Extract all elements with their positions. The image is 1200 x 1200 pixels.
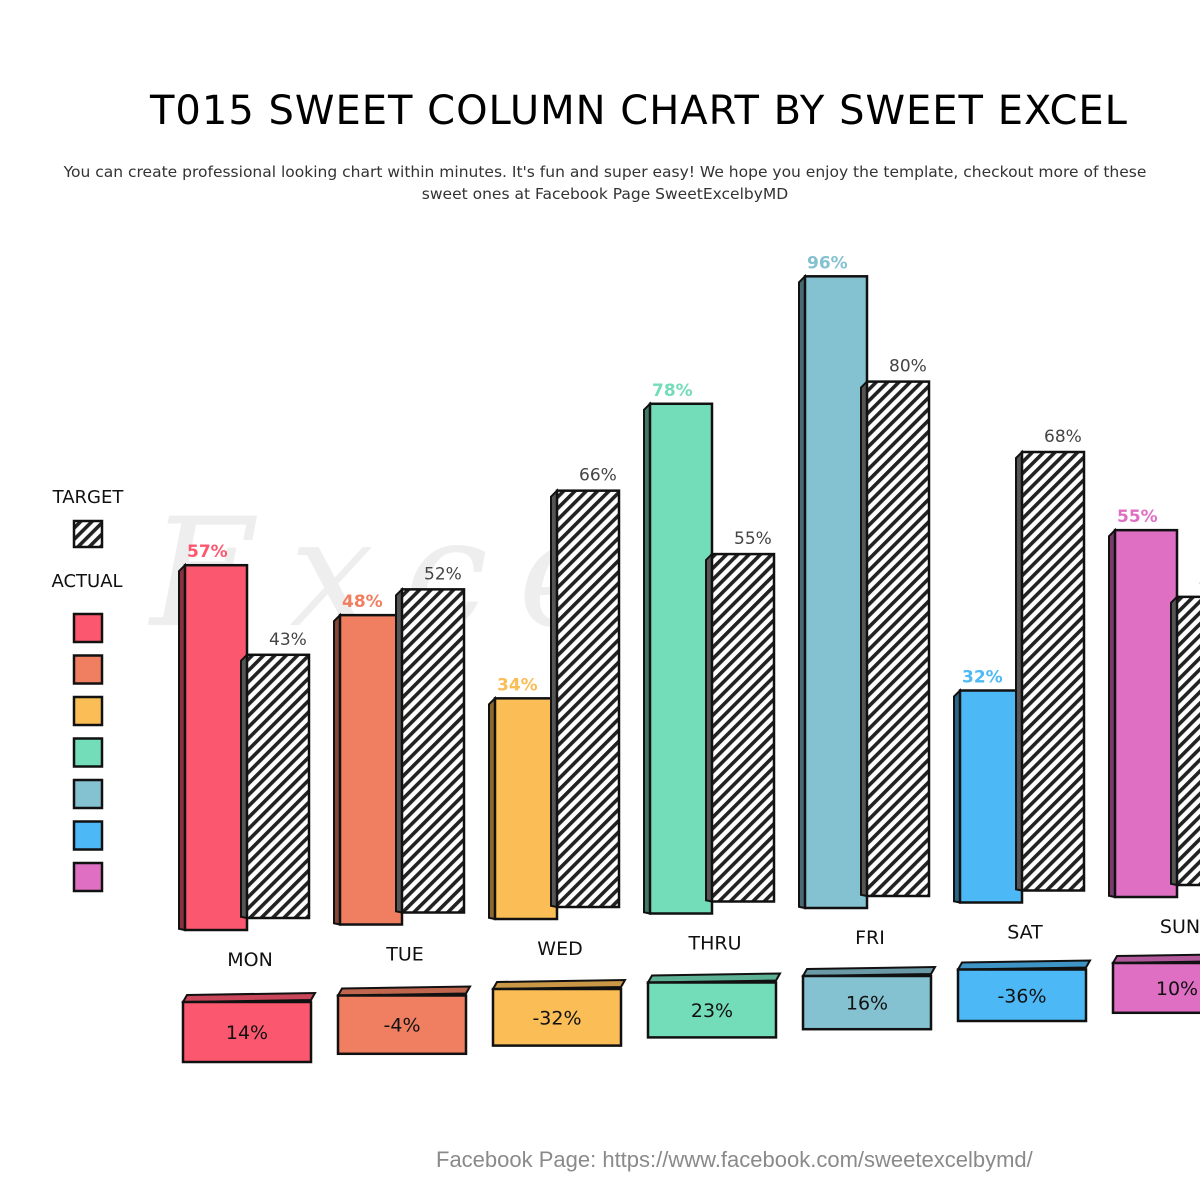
bar-actual-wed — [488, 695, 559, 921]
legend-actual-swatch-tue — [72, 654, 104, 685]
category-label-tue: TUE — [385, 944, 424, 966]
bar-target-thru — [705, 551, 776, 903]
label-actual-wed: 34% — [497, 675, 538, 695]
bar-actual-mon — [178, 562, 249, 932]
variance-label-mon: 14% — [226, 1022, 268, 1044]
category-label-sat: SAT — [1007, 922, 1043, 944]
variance-box-mon: 14% — [181, 991, 317, 1064]
label-actual-thru: 78% — [652, 381, 693, 401]
variance-box-thru: 23% — [646, 972, 782, 1039]
chart-title: T015 SWEET COLUMN CHART BY SWEET EXCEL — [150, 88, 1128, 134]
variance-label-sat: -36% — [997, 985, 1046, 1007]
label-actual-mon: 57% — [187, 542, 228, 562]
label-actual-tue: 48% — [342, 592, 383, 612]
legend-actual-swatch-sun — [72, 861, 104, 893]
bar-target-mon — [240, 652, 311, 920]
variance-box-sun: 10% — [1111, 953, 1200, 1015]
label-actual-sat: 32% — [962, 668, 1003, 688]
variance-label-tue: -4% — [384, 1015, 421, 1037]
chart-subtitle: You can create professional looking char… — [63, 163, 1147, 203]
legend-actual-swatch-fri — [72, 778, 104, 810]
variance-box-fri: 16% — [801, 965, 937, 1031]
legend-target-label: TARGET — [52, 487, 125, 508]
bar-actual-thru — [643, 401, 714, 915]
bar-target-sat — [1015, 449, 1086, 892]
label-target-fri: 80% — [889, 357, 927, 377]
variance-label-thru: 23% — [691, 1000, 733, 1022]
category-label-thru: THRU — [687, 933, 741, 955]
legend: TARGET ACTUAL — [51, 487, 125, 893]
bar-actual-sun — [1108, 527, 1179, 899]
variance-label-sun: 10% — [1156, 978, 1198, 1000]
label-target-tue: 52% — [424, 564, 462, 584]
variance-box-sat: -36% — [956, 959, 1092, 1023]
variance-group: 14% -4% -32% 23% 16% -36% 10% — [181, 953, 1200, 1064]
category-label-wed: WED — [537, 938, 582, 960]
bar-actual-tue — [333, 612, 404, 926]
label-actual-fri: 96% — [807, 253, 848, 273]
bar-target-wed — [550, 488, 621, 909]
bar-target-tue — [395, 586, 466, 914]
label-target-sat: 68% — [1044, 427, 1082, 447]
label-target-thru: 55% — [734, 529, 772, 549]
bar-target-fri — [860, 379, 931, 898]
variance-label-wed: -32% — [532, 1007, 581, 1029]
variance-label-fri: 16% — [846, 993, 888, 1015]
category-label-fri: FRI — [855, 927, 885, 949]
variance-box-tue: -4% — [336, 985, 472, 1056]
bar-actual-fri — [798, 273, 869, 910]
legend-actual-label: ACTUAL — [51, 571, 122, 592]
bars-group — [178, 273, 1200, 932]
legend-actual-swatch-mon — [72, 612, 104, 644]
category-label-mon: MON — [227, 949, 273, 971]
labels-group: 57% 43% MON 48% 52% TUE 34% 66% WED 78% 55% THRU 96%… — [187, 253, 1200, 971]
legend-actual-swatch-sat — [72, 820, 104, 851]
legend-target-swatch — [72, 519, 104, 549]
category-label-sun: SUN — [1160, 916, 1200, 938]
label-target-mon: 43% — [269, 630, 307, 650]
bar-actual-sat — [953, 688, 1024, 904]
label-actual-sun: 55% — [1117, 507, 1158, 527]
legend-actual-swatch-wed — [72, 695, 104, 727]
footer-link[interactable]: Facebook Page: https://www.facebook.com/… — [436, 1147, 1033, 1172]
bar-target-sun — [1170, 594, 1200, 887]
legend-actual-swatch-thru — [72, 737, 104, 768]
label-target-wed: 66% — [579, 466, 617, 486]
variance-box-wed: -32% — [491, 978, 627, 1047]
